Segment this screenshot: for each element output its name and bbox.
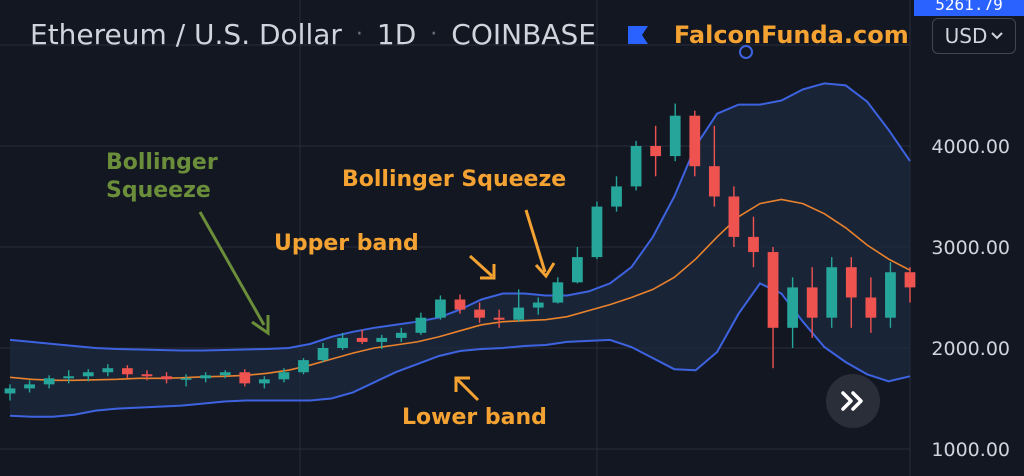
candle — [43, 375, 55, 389]
candle — [122, 365, 133, 379]
candle — [219, 370, 231, 379]
candle — [298, 358, 309, 375]
candle — [630, 140, 642, 191]
annotation-upper-band: Upper band — [274, 231, 419, 256]
scroll-to-realtime-button[interactable] — [826, 374, 880, 428]
y-tick-label: 1000.00 — [931, 439, 1010, 461]
candle — [141, 370, 153, 381]
candle — [552, 277, 564, 304]
green-arrow-icon — [198, 211, 266, 326]
orange-arrow-left-icon — [468, 254, 494, 278]
green-arrowhead-icon — [251, 315, 270, 336]
candle — [513, 289, 525, 322]
candle — [611, 176, 622, 212]
candle — [278, 368, 290, 383]
flag-icon — [627, 25, 648, 44]
annotation-squeeze-orange-label: Bollinger Squeeze — [342, 167, 566, 192]
y-tick-label: 4000.00 — [931, 136, 1010, 158]
lower-band-arrow-icon — [454, 376, 480, 402]
candle — [415, 312, 427, 335]
candle — [493, 309, 505, 328]
last-price-tag: 5261.79 — [914, 0, 1024, 16]
candle — [180, 374, 192, 387]
candle — [200, 372, 212, 383]
orange-arrow-right-icon — [524, 209, 547, 273]
candle — [63, 370, 75, 384]
marker-circle-icon — [739, 45, 753, 59]
candle — [865, 277, 877, 333]
candle — [454, 294, 466, 314]
candle — [532, 297, 544, 315]
candle — [572, 247, 583, 284]
candle — [102, 364, 114, 377]
lower-band-line — [9, 282, 911, 418]
annotation-squeeze-green: Bollinger Squeeze — [106, 150, 270, 336]
lower-band-arrowhead-icon — [454, 376, 470, 392]
orange-arrowhead-right-icon — [534, 262, 556, 279]
bollinger-band-fill — [10, 83, 910, 417]
candle — [474, 302, 485, 323]
currency-label: USD — [944, 24, 988, 48]
candle — [395, 327, 407, 342]
middle-band-line — [9, 198, 911, 382]
candle — [728, 186, 740, 247]
candle — [337, 332, 348, 351]
orange-arrowhead-left-icon — [480, 264, 496, 280]
candle — [24, 380, 35, 393]
separator-dot: · — [430, 22, 438, 47]
interval-label[interactable]: 1D — [376, 18, 417, 51]
separator-dot: · — [355, 22, 363, 47]
grid-lines — [0, 0, 911, 476]
candle — [82, 369, 94, 382]
candle — [239, 369, 251, 387]
candle — [669, 103, 681, 162]
y-tick-label: 2000.00 — [931, 338, 1010, 360]
candle — [767, 247, 779, 369]
chart-legend-header: Ethereum / U.S. Dollar · 1D · COINBASE F… — [30, 18, 909, 51]
candlesticks — [4, 103, 916, 401]
candle — [591, 201, 603, 260]
candle — [161, 372, 172, 384]
annotation-squeeze-orange: Bollinger Squeeze — [342, 167, 566, 280]
candle — [356, 329, 368, 344]
candle — [435, 295, 446, 320]
y-tick-label: 3000.00 — [931, 237, 1010, 259]
annotation-squeeze-green-line1: Bollinger — [106, 150, 218, 175]
exchange-label: COINBASE — [451, 18, 596, 51]
candle — [885, 262, 896, 328]
annotation-lower-band: Lower band — [402, 376, 547, 430]
annotation-lower-band-label: Lower band — [402, 405, 547, 430]
candle — [258, 376, 270, 389]
candle — [650, 125, 662, 177]
y-axis-ticks: 1000.00 2000.00 3000.00 4000.00 — [931, 136, 1010, 461]
candle — [904, 267, 916, 303]
currency-select-button[interactable]: USD — [932, 18, 1016, 54]
candle — [826, 257, 838, 328]
candle — [708, 125, 720, 207]
double-chevron-right-icon — [841, 391, 863, 411]
candle — [689, 110, 701, 177]
candle — [806, 267, 818, 338]
candle — [376, 334, 388, 350]
candle — [748, 216, 759, 268]
candle — [4, 384, 16, 401]
candle — [317, 342, 329, 363]
annotation-squeeze-green-line2: Squeeze — [106, 178, 211, 203]
brand-watermark: FalconFunda.com — [673, 20, 909, 49]
chevron-down-icon — [991, 32, 1004, 40]
candle — [845, 257, 857, 328]
symbol-name[interactable]: Ethereum / U.S. Dollar — [30, 18, 342, 51]
candle — [787, 277, 798, 348]
